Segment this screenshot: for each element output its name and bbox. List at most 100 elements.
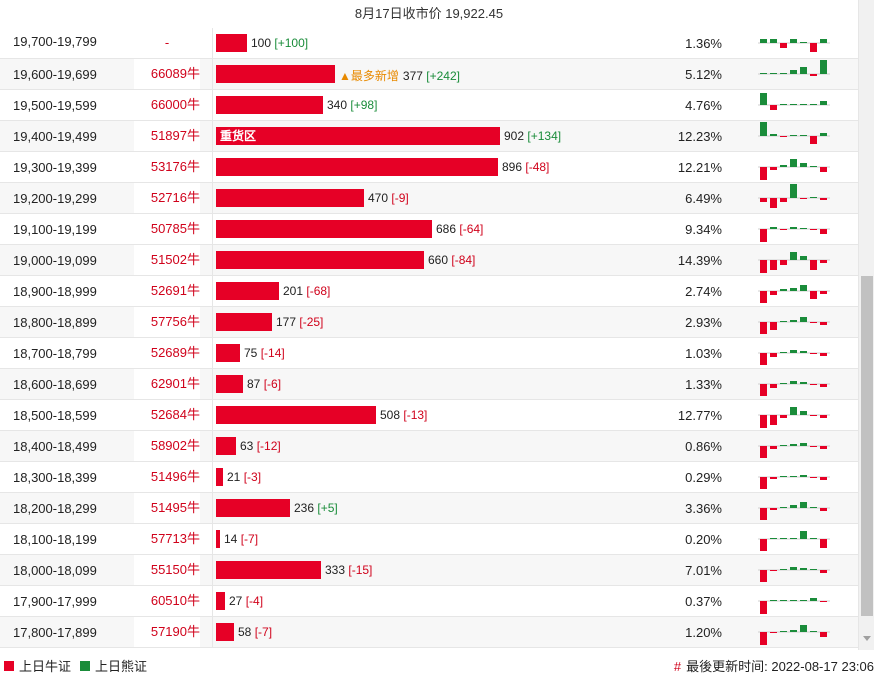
sparkline-bar bbox=[760, 93, 767, 105]
vertical-scrollbar[interactable] bbox=[858, 0, 874, 650]
sparkline-bar bbox=[780, 415, 787, 418]
contracts-value: 14 [-7] bbox=[224, 532, 258, 546]
cbbc-code-link[interactable]: 52716牛 bbox=[134, 183, 200, 213]
cbbc-code-link[interactable]: 53176牛 bbox=[134, 152, 200, 182]
table-row: 19,700-19,799 - 100 [+100] 1.36% bbox=[0, 28, 858, 59]
contracts-bar-cell: 201 [-68] bbox=[212, 276, 653, 306]
contracts-bar-cell: 236 [+5] bbox=[212, 493, 653, 523]
table-row: 18,500-18,599 52684牛 508 [-13] 12.77% bbox=[0, 400, 858, 431]
contracts-change: [-48] bbox=[525, 160, 550, 174]
sparkline-bar bbox=[770, 477, 777, 479]
sparkline-bar bbox=[800, 568, 807, 570]
percentage: 1.36% bbox=[685, 36, 722, 51]
contracts-value: 236 [+5] bbox=[294, 501, 338, 515]
sparkline-bar bbox=[770, 508, 777, 510]
cbbc-code-link[interactable]: 52691牛 bbox=[134, 276, 200, 306]
cbbc-code-link[interactable]: 51897牛 bbox=[134, 121, 200, 151]
sparkline-bar bbox=[780, 136, 787, 137]
contracts-bar bbox=[216, 282, 279, 300]
sparkline-bar bbox=[810, 197, 817, 198]
cbbc-code-link[interactable]: 66089牛 bbox=[134, 59, 200, 89]
cbbc-code-link[interactable]: 52684牛 bbox=[134, 400, 200, 430]
sparkline-bar bbox=[770, 73, 777, 74]
cbbc-distribution-panel: 8月17日收市价 19,922.45 19,700-19,799 - 100 [+1… bbox=[0, 6, 858, 648]
contracts-value: 333 [-15] bbox=[325, 563, 372, 577]
sparkline-bar bbox=[810, 384, 817, 385]
sparkline-bar bbox=[760, 229, 767, 242]
scrollbar-thumb[interactable] bbox=[861, 276, 873, 616]
price-range: 19,100-19,199 bbox=[13, 222, 97, 237]
sparkline-bar bbox=[770, 39, 777, 43]
price-range: 19,200-19,299 bbox=[13, 191, 97, 206]
sparkline-bar bbox=[760, 508, 767, 520]
sparkline-bar bbox=[770, 600, 777, 601]
contracts-value: 177 [-25] bbox=[276, 315, 323, 329]
cbbc-code-link[interactable]: 50785牛 bbox=[134, 214, 200, 244]
cbbc-code-link[interactable]: 57190牛 bbox=[134, 617, 200, 647]
sparkline-bar bbox=[770, 538, 777, 539]
cbbc-code-link[interactable]: 57756牛 bbox=[134, 307, 200, 337]
contracts-bar-cell: 58 [-7] bbox=[212, 617, 653, 647]
cbbc-code-link[interactable]: 57713牛 bbox=[134, 524, 200, 554]
sparkline-bar bbox=[820, 539, 827, 548]
sparkline-bar bbox=[810, 446, 817, 447]
contracts-number: 660 bbox=[428, 253, 449, 267]
contracts-bar bbox=[216, 189, 364, 207]
history-sparkline bbox=[758, 443, 830, 458]
sparkline-bar bbox=[780, 538, 787, 539]
cbbc-code-link[interactable]: 66000牛 bbox=[134, 90, 200, 120]
legend-bear-label: 上日熊证 bbox=[95, 659, 148, 674]
cbbc-code-link[interactable]: 51496牛 bbox=[134, 462, 200, 492]
contracts-bar-cell: 27 [-4] bbox=[212, 586, 653, 616]
cbbc-code-link[interactable]: 60510牛 bbox=[134, 586, 200, 616]
cbbc-code-link[interactable]: 62901牛 bbox=[134, 369, 200, 399]
contracts-bar bbox=[216, 406, 376, 424]
sparkline-bar bbox=[780, 104, 787, 105]
contracts-bar: 重货区 bbox=[216, 127, 500, 145]
contracts-number: 470 bbox=[368, 191, 389, 205]
scroll-down-arrow-icon[interactable] bbox=[863, 636, 871, 641]
contracts-change: [-6] bbox=[263, 377, 282, 391]
history-sparkline bbox=[758, 227, 830, 242]
price-range: 19,300-19,399 bbox=[13, 160, 97, 175]
contracts-number: 896 bbox=[502, 160, 523, 174]
cbbc-code-link[interactable]: 58902牛 bbox=[134, 431, 200, 461]
table-row: 18,200-18,299 51495牛 236 [+5] 3.36% bbox=[0, 493, 858, 524]
contracts-value: 58 [-7] bbox=[238, 625, 272, 639]
history-sparkline bbox=[758, 285, 830, 303]
contracts-bar bbox=[216, 592, 225, 610]
price-range: 18,700-18,799 bbox=[13, 346, 97, 361]
cbbc-code-link[interactable]: - bbox=[134, 28, 200, 58]
percentage: 12.77% bbox=[677, 408, 722, 423]
cbbc-code-link[interactable]: 52689牛 bbox=[134, 338, 200, 368]
sparkline-bar bbox=[820, 60, 827, 74]
sparkline-bar bbox=[820, 291, 827, 294]
sparkline-bar bbox=[760, 291, 767, 303]
price-range: 19,400-19,499 bbox=[13, 129, 97, 144]
sparkline-bar bbox=[790, 184, 797, 198]
history-sparkline bbox=[758, 567, 830, 582]
sparkline-bar bbox=[820, 508, 827, 511]
sparkline-bar bbox=[780, 229, 787, 230]
sparkline-bar bbox=[760, 260, 767, 273]
sparkline-bar bbox=[800, 256, 807, 260]
sparkline-bar bbox=[770, 322, 777, 330]
cbbc-code-link[interactable]: 51495牛 bbox=[134, 493, 200, 523]
contracts-bar bbox=[216, 313, 272, 331]
contracts-value: 75 [-14] bbox=[244, 346, 285, 360]
contracts-bar bbox=[216, 561, 321, 579]
contracts-number: 27 bbox=[229, 594, 243, 608]
sparkline-bar bbox=[800, 625, 807, 632]
table-row: 17,800-17,899 57190牛 58 [-7] 1.20% bbox=[0, 617, 858, 648]
contracts-change: [+98] bbox=[350, 98, 378, 112]
contracts-value: 340 [+98] bbox=[327, 98, 377, 112]
sparkline-bar bbox=[780, 507, 787, 508]
history-sparkline bbox=[758, 60, 830, 76]
sparkline-bar bbox=[770, 167, 777, 170]
sparkline-bar bbox=[790, 600, 797, 601]
sparkline-bar bbox=[800, 600, 807, 601]
cbbc-code-link[interactable]: 51502牛 bbox=[134, 245, 200, 275]
cbbc-code-link[interactable]: 55150牛 bbox=[134, 555, 200, 585]
price-range: 18,500-18,599 bbox=[13, 408, 97, 423]
contracts-bar bbox=[216, 220, 432, 238]
